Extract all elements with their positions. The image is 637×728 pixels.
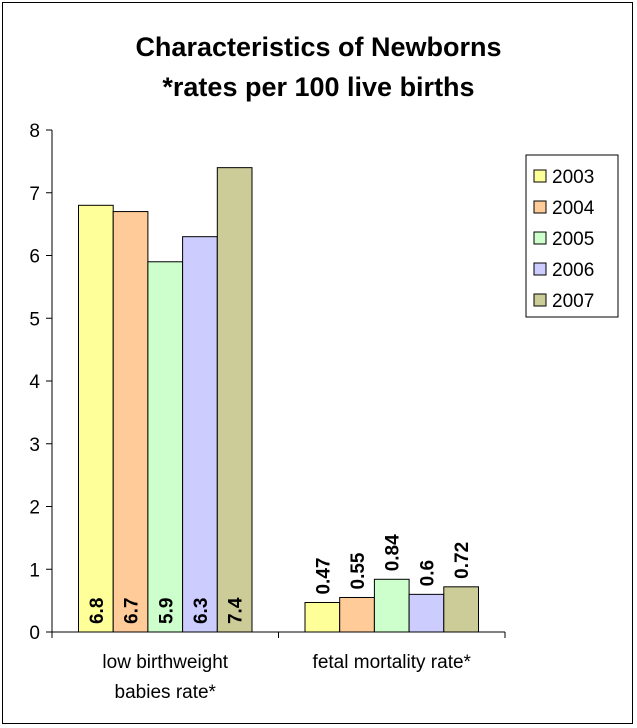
category-label: fetal mortality rate* xyxy=(313,652,472,673)
bar xyxy=(147,261,184,633)
y-tick-label: 2 xyxy=(29,498,40,519)
y-tick-label: 7 xyxy=(29,184,40,205)
legend-swatch xyxy=(533,169,547,183)
bar xyxy=(339,596,375,633)
data-label: 5.9 xyxy=(156,598,177,624)
legend-swatch xyxy=(533,200,547,214)
y-tick-label: 5 xyxy=(29,309,40,330)
y-tick-label: 0 xyxy=(29,623,40,644)
category-label: low birthweight xyxy=(102,652,228,673)
y-tick-label: 8 xyxy=(29,121,40,142)
data-label: 6.3 xyxy=(191,598,212,624)
legend-label: 2007 xyxy=(552,291,594,312)
bar xyxy=(216,167,253,633)
legend-label: 2003 xyxy=(552,167,594,188)
data-label: 6.7 xyxy=(122,598,143,624)
data-label: 0.6 xyxy=(417,560,438,586)
data-label: 0.84 xyxy=(383,534,404,571)
legend-label: 2006 xyxy=(552,260,594,281)
legend-label: 2004 xyxy=(552,198,595,219)
bar xyxy=(373,578,410,633)
data-label: 7.4 xyxy=(226,597,247,624)
bar xyxy=(408,593,445,633)
legend-swatch xyxy=(533,231,547,245)
legend-label: 2005 xyxy=(552,229,594,250)
legend-swatch xyxy=(533,262,547,276)
data-label: 0.72 xyxy=(452,542,473,579)
data-label: 0.47 xyxy=(313,558,334,595)
data-label: 0.55 xyxy=(348,552,369,589)
bar xyxy=(304,602,341,633)
y-tick-label: 1 xyxy=(29,560,40,581)
y-tick-label: 3 xyxy=(29,435,40,456)
chart-title: Characteristics of Newborns xyxy=(135,32,502,62)
category-label: babies rate* xyxy=(115,682,217,703)
y-tick-label: 4 xyxy=(29,372,40,393)
y-tick-label: 6 xyxy=(29,247,40,268)
bar xyxy=(112,211,149,633)
chart-subtitle: *rates per 100 live births xyxy=(162,72,475,102)
bar xyxy=(443,586,479,633)
bar xyxy=(78,204,114,633)
legend-swatch xyxy=(533,293,547,307)
data-label: 6.8 xyxy=(87,598,108,624)
bar xyxy=(182,236,218,633)
